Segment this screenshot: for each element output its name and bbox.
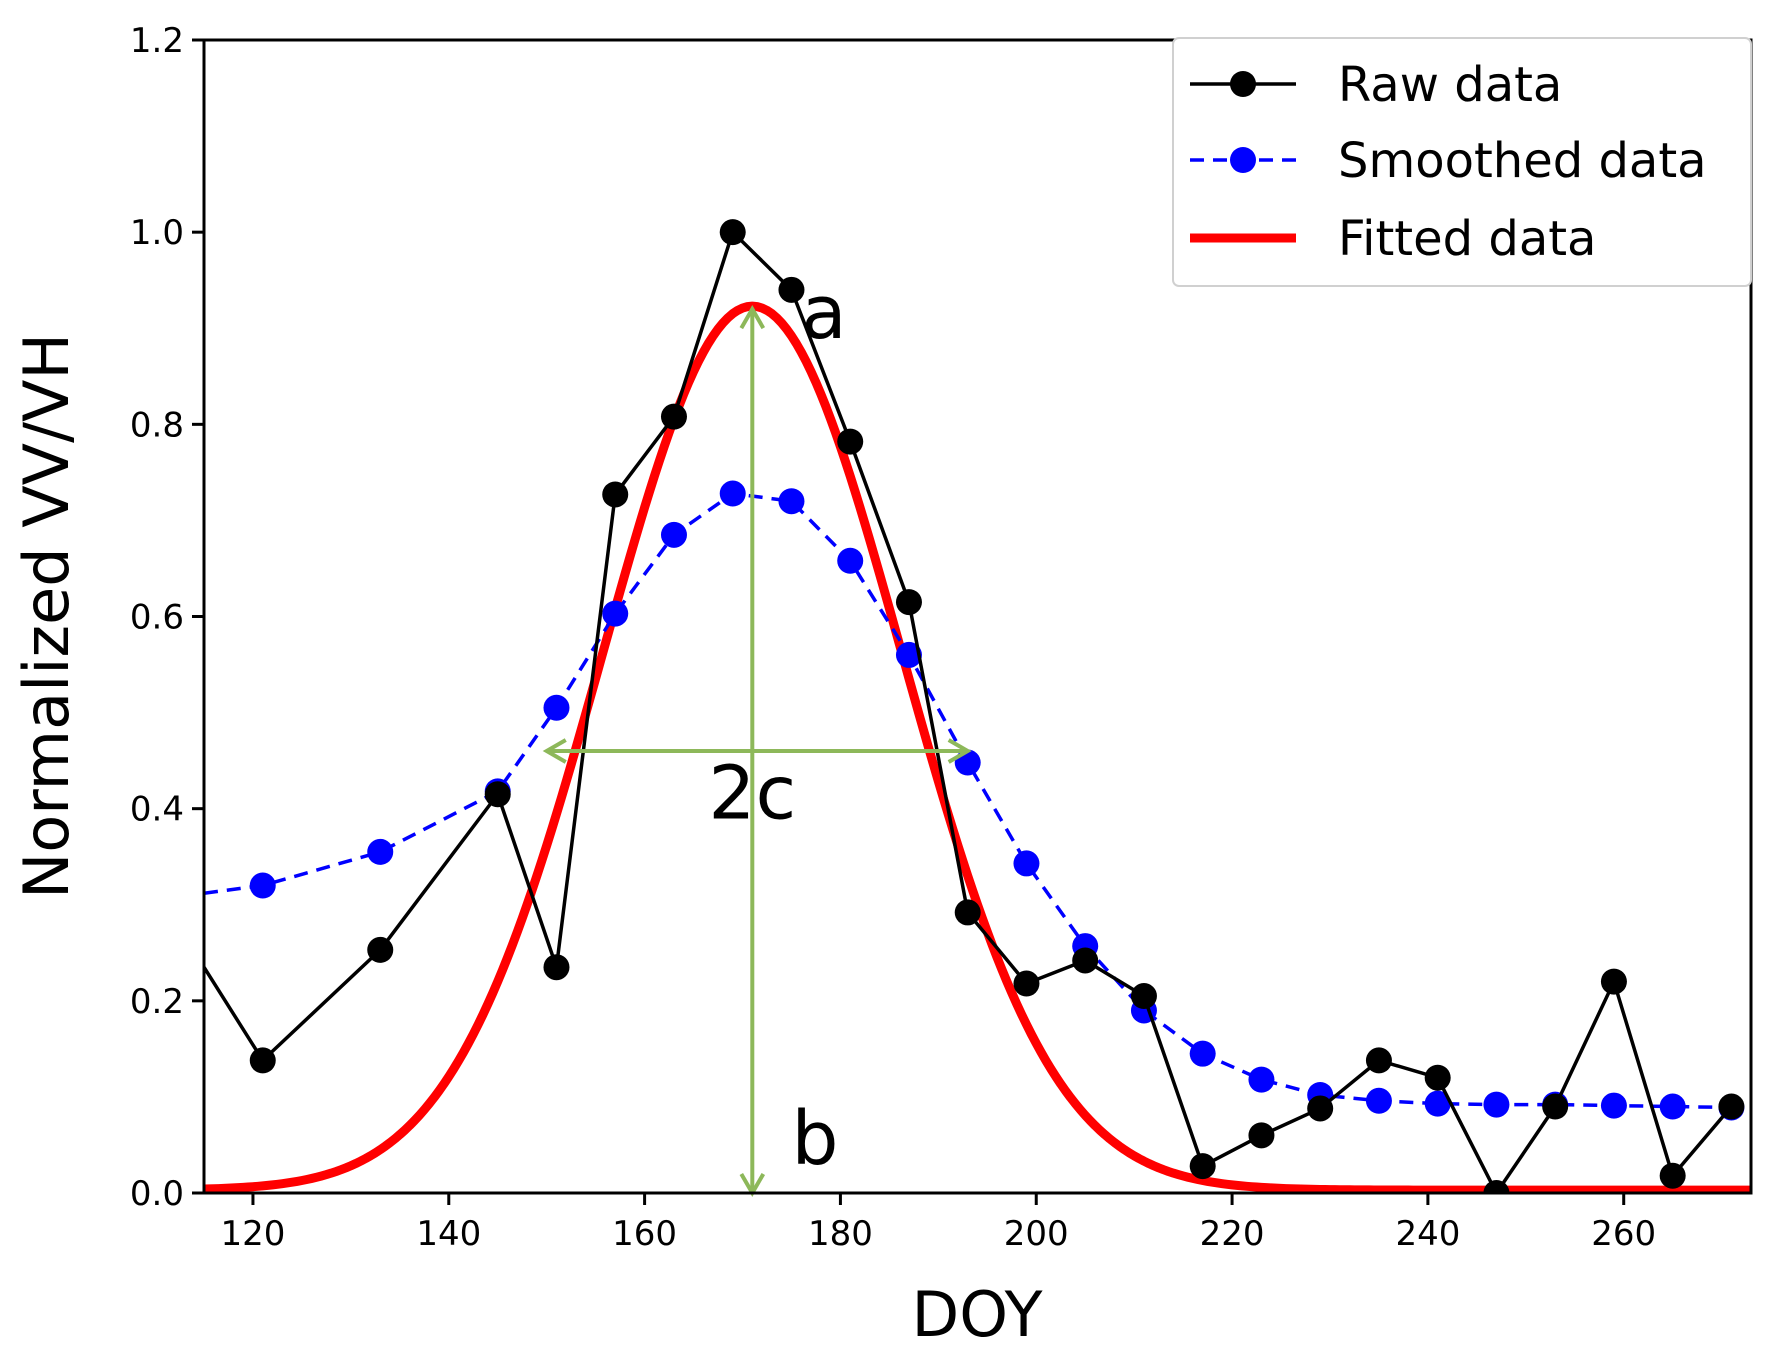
raw-data-point [1072, 947, 1099, 974]
raw-data-point [367, 936, 394, 963]
plot-frame [202, 38, 1753, 1195]
smoothed-data-line [204, 491, 1732, 1110]
data-layer [204, 219, 1751, 1193]
legend-smoothed-marker [1230, 147, 1256, 173]
y-tick-label: 1.2 [130, 21, 184, 61]
smoothed-data-point [1659, 1093, 1686, 1120]
legend-fitted-label: Fitted data [1338, 211, 1596, 267]
raw-data-point [954, 899, 981, 926]
smoothed-data-point [1248, 1066, 1275, 1093]
raw-data-line [204, 230, 1733, 1193]
raw-data-point [1600, 968, 1627, 995]
smoothed-data-point [602, 600, 629, 627]
y-axis-label: Normalized VV/VH [10, 333, 83, 899]
smoothed-data-point [895, 641, 922, 668]
x-tick-label: 140 [416, 1214, 481, 1254]
raw-data-point [837, 428, 864, 455]
x-tick-label: 200 [1004, 1214, 1069, 1254]
annotation-2c: 2c [708, 750, 796, 836]
raw-data-point [249, 1047, 276, 1074]
raw-data-point [1013, 970, 1040, 997]
fitted-data-curve [204, 301, 1751, 1193]
y-tick-label: 0.2 [130, 982, 184, 1022]
raw-data-point [1307, 1095, 1334, 1122]
y-tick-label: 0.6 [130, 598, 184, 638]
raw-data-point [484, 781, 511, 808]
raw-data-point [1248, 1122, 1275, 1149]
raw-data-point [660, 403, 687, 430]
y-tick-label: 0.8 [130, 405, 184, 445]
raw-data-point [543, 954, 570, 981]
x-tick-label: 220 [1200, 1214, 1265, 1254]
annotation-b: b [791, 1096, 838, 1182]
raw-data-point [778, 276, 805, 303]
raw-data-point [1424, 1064, 1451, 1091]
legend-frame [1172, 37, 1752, 287]
smoothed-data-point [1424, 1090, 1451, 1117]
smoothed-data-point [1600, 1092, 1627, 1119]
horizontal-arrow-head [542, 738, 567, 764]
x-axis-label: DOY [911, 1278, 1042, 1351]
smoothed-data-point [778, 488, 805, 515]
legend-raw-marker [1230, 71, 1256, 97]
raw-data-point [1659, 1162, 1686, 1189]
raw-data-point [895, 589, 922, 616]
smoothed-data-point [1013, 850, 1040, 877]
raw-data-point [1189, 1153, 1216, 1180]
smoothed-data-point [660, 521, 687, 548]
x-tick-label: 180 [808, 1214, 873, 1254]
smoothed-data-point [1365, 1087, 1392, 1114]
raw-data-point [1542, 1093, 1569, 1120]
smoothed-data-point [249, 872, 276, 899]
smoothed-data-point [543, 694, 570, 721]
raw-data-point [1365, 1047, 1392, 1074]
raw-data-point [1718, 1093, 1745, 1120]
raw-data-point [1130, 983, 1157, 1010]
horizontal-arrow-head [947, 738, 972, 764]
ticks-layer: 120 140 160 180 200 220 240 260 0.0 0.2 0.4 0.6 0.8 1… [130, 21, 1656, 1254]
raw-data-point [719, 219, 746, 246]
legend-smoothed-label: Smoothed data [1338, 133, 1707, 189]
smoothed-data-point [837, 547, 864, 574]
x-tick-label: 240 [1395, 1214, 1460, 1254]
smoothed-data-point [719, 480, 746, 507]
x-tick-label: 120 [221, 1214, 286, 1254]
annotation-a: a [801, 270, 846, 356]
smoothed-data-point [954, 749, 981, 776]
annotation-layer: a b 2c [542, 270, 972, 1198]
raw-data-point [602, 481, 629, 508]
raw-data-point [1483, 1180, 1510, 1193]
y-tick-label: 1.0 [130, 213, 184, 253]
smoothed-data-point [1483, 1091, 1510, 1118]
smoothed-data-point [367, 838, 394, 865]
x-tick-label: 160 [612, 1214, 677, 1254]
y-tick-label: 0.0 [130, 1174, 184, 1214]
smoothed-data-point [1189, 1040, 1216, 1067]
x-tick-label: 260 [1591, 1214, 1656, 1254]
vertical-arrow-head [739, 305, 766, 330]
y-tick-label: 0.4 [130, 790, 184, 830]
legend-raw-label: Raw data [1338, 57, 1562, 113]
legend: Raw data Smoothed data Fitted data [1172, 37, 1752, 287]
